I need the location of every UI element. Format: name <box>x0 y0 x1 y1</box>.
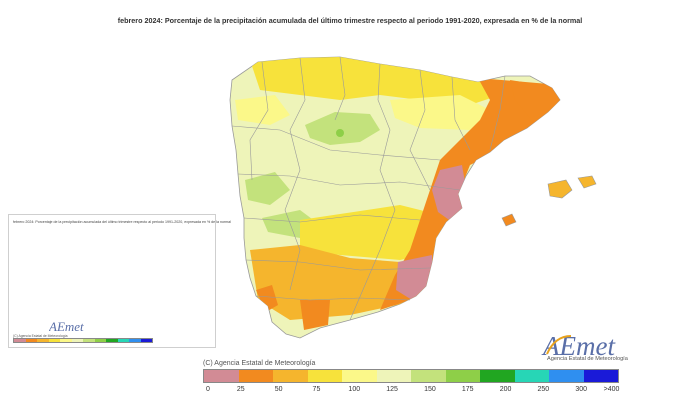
inset-logo: AEmet <box>49 319 84 334</box>
legend-labels: 0 25 50 75 100 125 150 175 200 250 300 >400 <box>203 386 619 396</box>
inset-legend <box>13 338 153 343</box>
legend-label: >400 <box>603 386 620 393</box>
legend-swatch <box>480 370 515 382</box>
logo-subtitle: Agencia Estatal de Meteorología <box>547 356 628 362</box>
legend-swatch <box>307 370 342 382</box>
color-legend <box>203 369 619 383</box>
central-wet-area <box>305 112 380 145</box>
spain-peninsula <box>229 56 561 339</box>
east-very-dry-area <box>380 78 560 310</box>
svg-text:AEmet: AEmet <box>49 319 84 334</box>
legend-label: 125 <box>386 386 398 393</box>
legend-swatch <box>445 370 480 382</box>
balearic-islands <box>501 175 597 227</box>
province-borders <box>231 56 506 321</box>
inset-title: febrero 2024: Porcentaje de la precipita… <box>13 220 231 224</box>
legend-label: 50 <box>274 386 283 393</box>
aemet-logo: AEmet <box>541 331 616 360</box>
legend-swatch <box>411 370 446 382</box>
legend-swatch <box>204 370 239 382</box>
legend-label: 175 <box>461 386 474 393</box>
canary-inset-frame: febrero 2024: Porcentaje de la precipita… <box>8 214 231 348</box>
extremely-dry-almeria <box>396 255 432 300</box>
legend-label: 75 <box>312 386 321 393</box>
inset-credit: (C) Agencia Estatal de Meteorología <box>13 334 68 338</box>
legend-swatch <box>549 370 584 382</box>
map-title: febrero 2024: Porcentaje de la precipita… <box>117 16 583 25</box>
legend-label: 250 <box>537 386 550 393</box>
legend-label: 25 <box>236 386 245 393</box>
legend-label: 0 <box>206 386 210 393</box>
north-dry-band <box>250 57 500 105</box>
legend-label: 100 <box>348 386 361 393</box>
legend-swatch <box>273 370 308 382</box>
wet-spot <box>336 129 344 137</box>
legend-label: 150 <box>424 386 436 393</box>
legend-swatch <box>238 370 273 382</box>
legend-label: 300 <box>575 386 588 393</box>
legend-swatch <box>342 370 377 382</box>
credit-text: (C) Agencia Estatal de Meteorología <box>203 360 316 367</box>
legend-swatch <box>376 370 411 382</box>
legend-label: 200 <box>499 386 512 393</box>
legend-swatch <box>583 370 618 382</box>
extremely-dry-valencia <box>432 165 468 222</box>
legend-swatch <box>514 370 549 382</box>
svg-text:AEmet: AEmet <box>541 331 616 360</box>
